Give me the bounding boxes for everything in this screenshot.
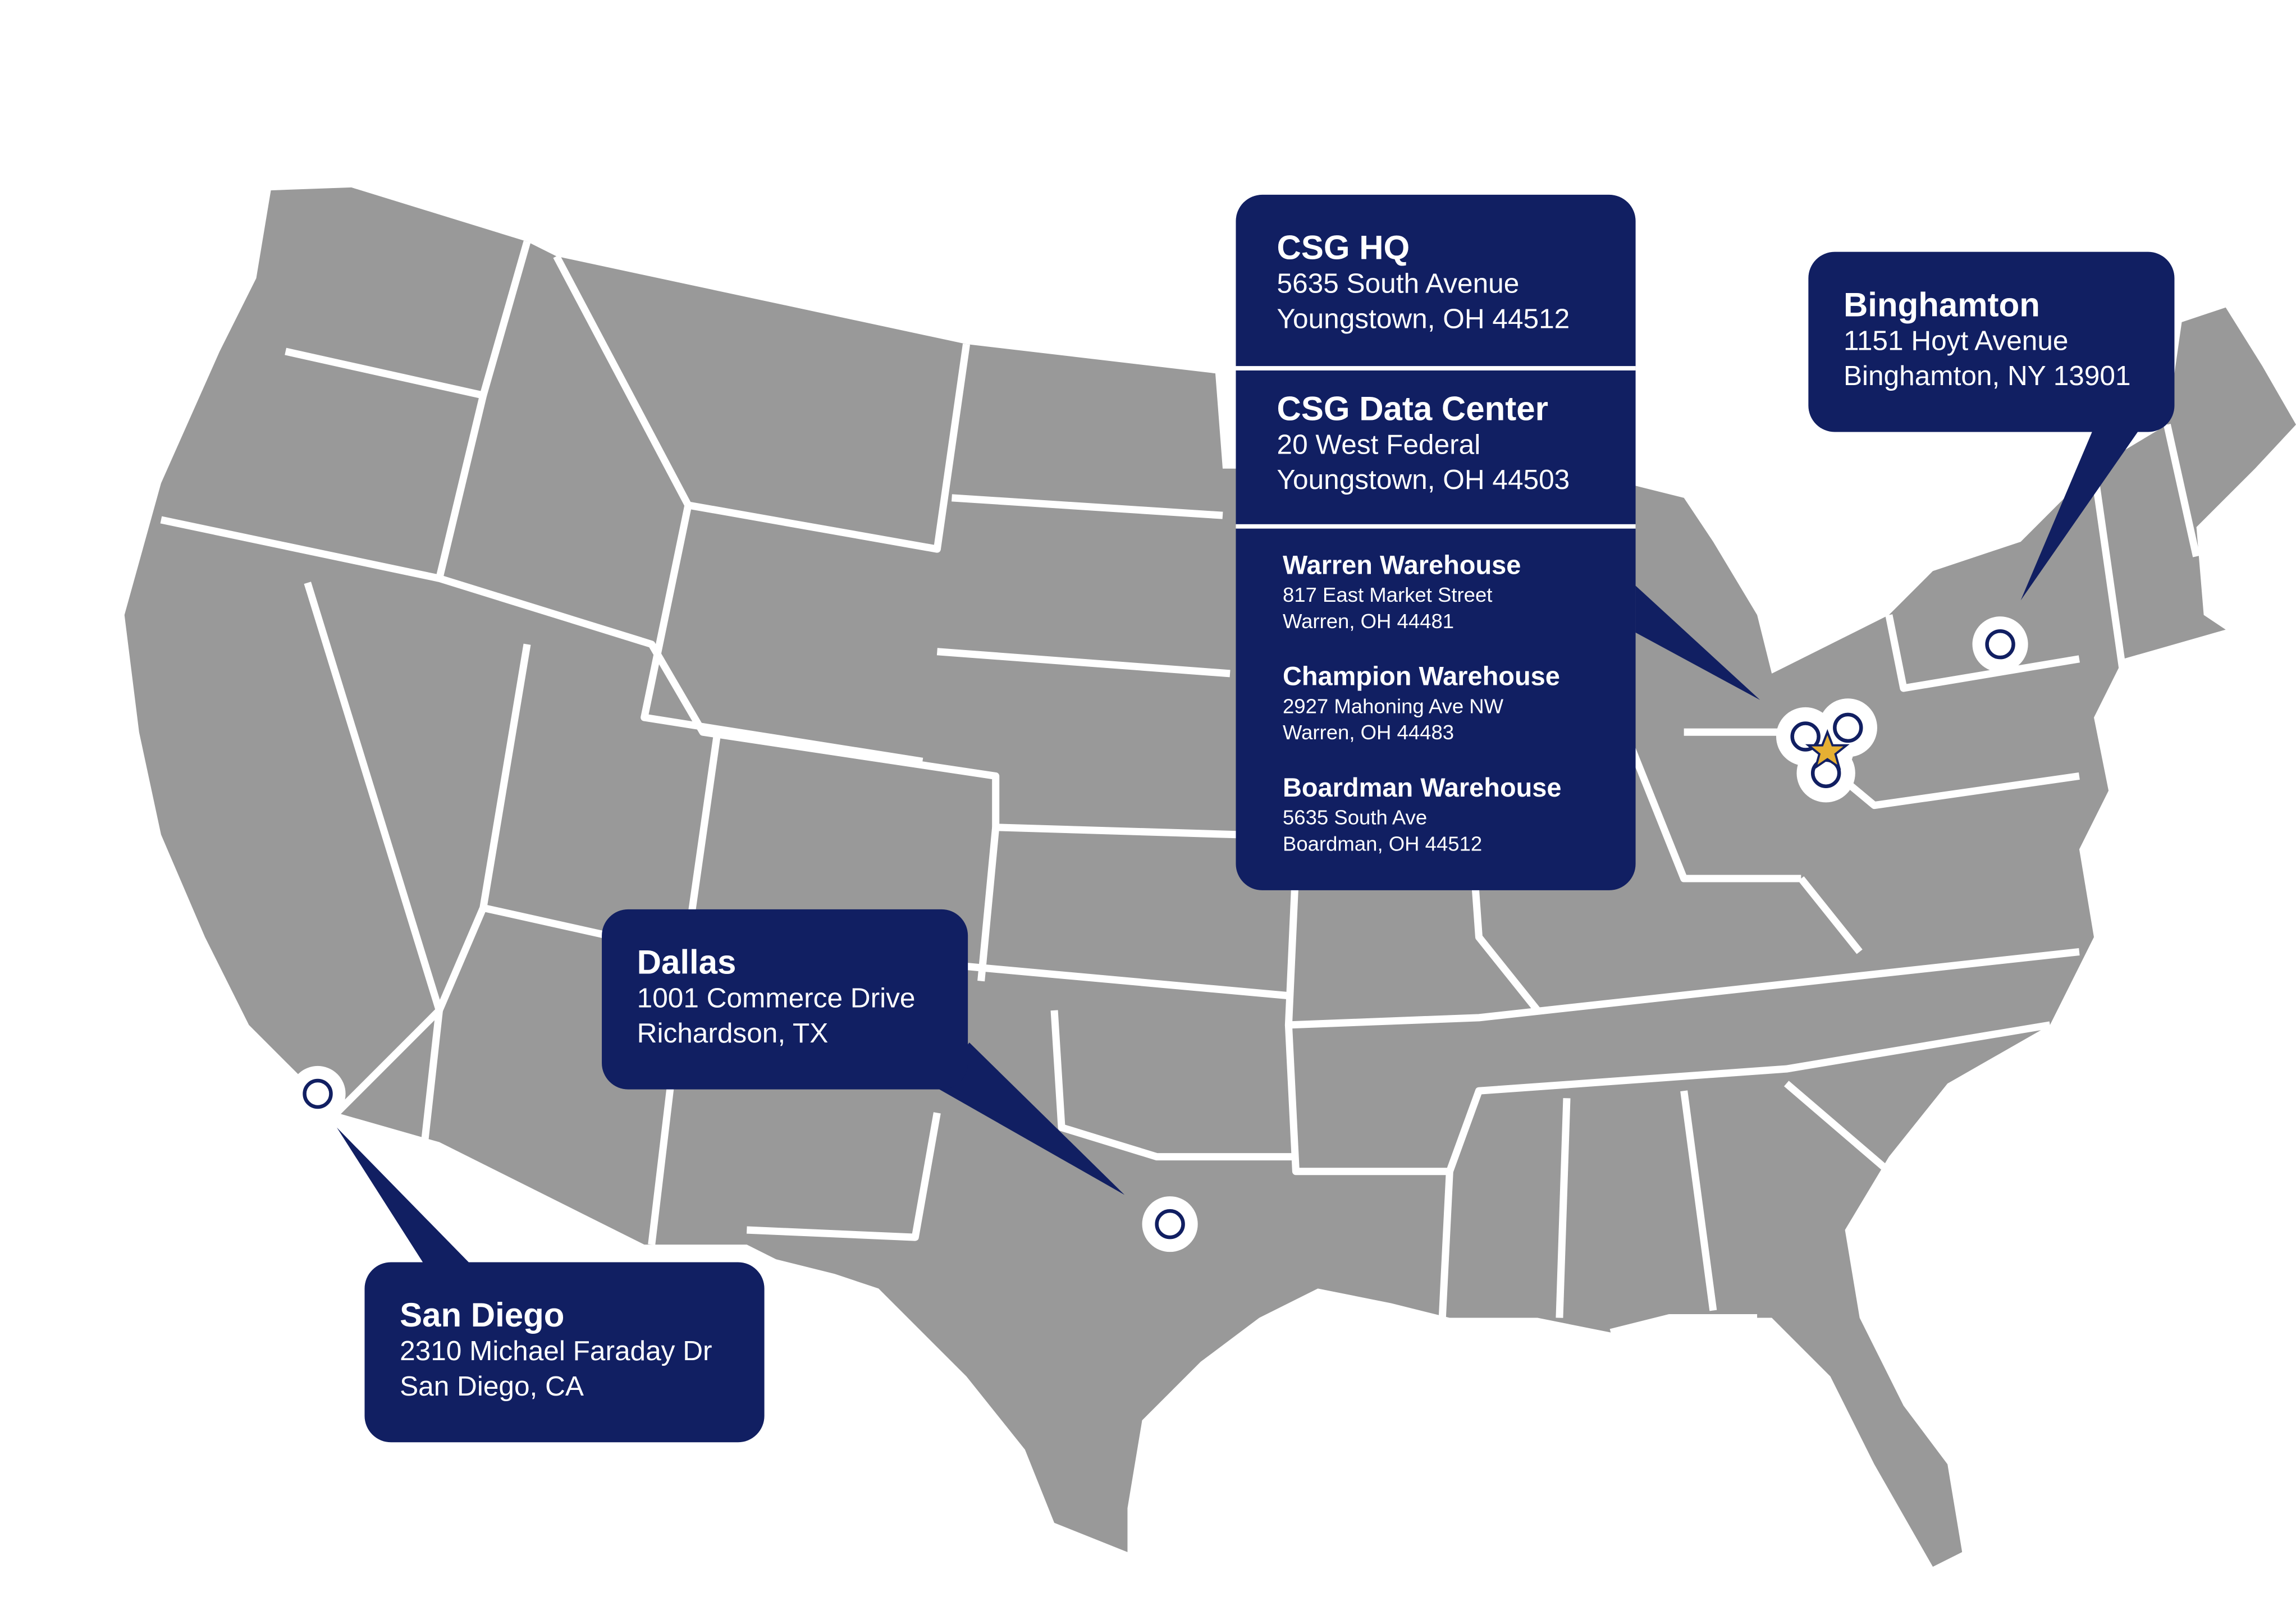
warehouse-address-line1: 5635 South Ave	[1282, 805, 1428, 829]
dallas-address-line1: 1001 Commerce Drive	[637, 984, 916, 1015]
warehouse-entry: Champion Warehouse 2927 Mahoning Ave NW …	[1283, 660, 1595, 745]
data-center-address-line2: Youngstown, OH 44503	[1277, 465, 1570, 497]
us-land	[124, 187, 2296, 1567]
hq-star-icon	[1805, 729, 1850, 770]
san-diego-marker[interactable]	[290, 1065, 346, 1122]
san-diego-name: San Diego	[400, 1296, 565, 1334]
data-center-address-line1: 20 West Federal	[1277, 430, 1481, 461]
location-markers	[290, 616, 2028, 1252]
hq-address-line1: 5635 South Avenue	[1277, 269, 1520, 300]
dallas-callout: Dallas 1001 Commerce Drive Richardson, T…	[602, 909, 968, 1090]
binghamton-address-line2: Binghamton, NY 13901	[1843, 362, 2131, 393]
hq-section: CSG HQ 5635 South Avenue Youngstown, OH …	[1236, 227, 1635, 338]
warehouse-address-line1: 2927 Mahoning Ave NW	[1282, 694, 1504, 718]
binghamton-marker[interactable]	[1972, 616, 2028, 673]
data-center-section: CSG Data Center 20 West Federal Youngsto…	[1236, 388, 1635, 499]
hq-address-line2: Youngstown, OH 44512	[1277, 304, 1570, 336]
san-diego-address-line2: San Diego, CA	[400, 1372, 584, 1403]
warehouses-section: Warren Warehouse 817 East Market Street …	[1236, 549, 1635, 883]
warehouse-name: Warren Warehouse	[1282, 550, 1521, 580]
san-diego-address-line1: 2310 Michael Faraday Dr	[400, 1337, 712, 1368]
binghamton-name: Binghamton	[1843, 285, 2040, 324]
divider	[1236, 524, 1636, 529]
warehouse-entry: Warren Warehouse 817 East Market Street …	[1283, 549, 1595, 634]
youngstown-cluster-marker[interactable]	[1776, 698, 1877, 803]
warehouse-address-line2: Boardman, OH 44512	[1282, 831, 1483, 856]
warehouse-address-line2: Warren, OH 44481	[1282, 609, 1455, 633]
ohio-locations-callout: CSG HQ 5635 South Avenue Youngstown, OH …	[1236, 194, 1636, 890]
warehouse-address-line1: 817 East Market Street	[1282, 583, 1493, 606]
dallas-address-line2: Richardson, TX	[637, 1019, 829, 1050]
san-diego-callout: San Diego 2310 Michael Faraday Dr San Di…	[364, 1262, 765, 1443]
divider	[1236, 366, 1636, 370]
dallas-name: Dallas	[637, 943, 737, 981]
dallas-marker[interactable]	[1142, 1196, 1198, 1252]
warehouse-address-line2: Warren, OH 44483	[1282, 720, 1455, 744]
binghamton-address-line1: 1151 Hoyt Avenue	[1843, 326, 2069, 358]
hq-name: CSG HQ	[1277, 228, 1410, 267]
warehouse-name: Boardman Warehouse	[1282, 773, 1562, 803]
binghamton-callout: Binghamton 1151 Hoyt Avenue Binghamton, …	[1808, 251, 2175, 432]
data-center-name: CSG Data Center	[1277, 389, 1548, 428]
warehouse-entry: Boardman Warehouse 5635 South Ave Boardm…	[1283, 772, 1595, 857]
warehouse-name: Champion Warehouse	[1282, 661, 1560, 692]
